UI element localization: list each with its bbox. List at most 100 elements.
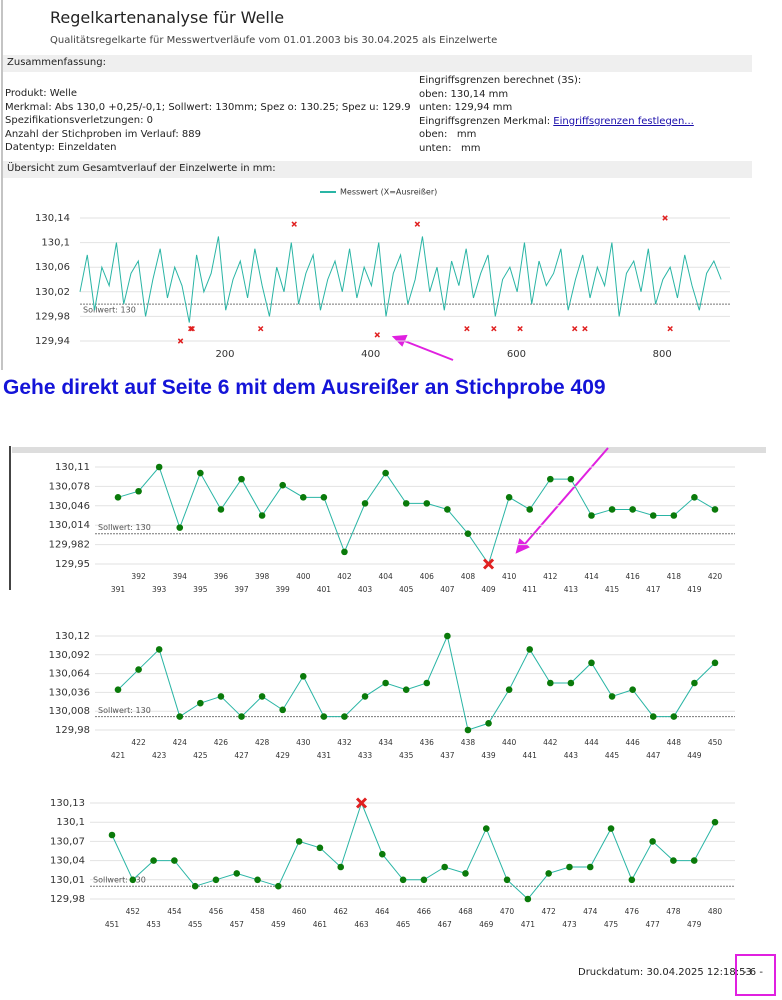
outlier-point — [491, 325, 497, 332]
point — [320, 713, 328, 720]
x-tick-label: 439 — [481, 751, 496, 760]
y-tick-label: 129,98 — [50, 894, 85, 905]
x-tick-label: 431 — [317, 751, 332, 760]
point — [423, 679, 431, 687]
point — [545, 870, 552, 877]
cross-stroke — [188, 325, 194, 332]
y-tick-label: 130,01 — [50, 875, 85, 886]
x-tick-label: 429 — [276, 751, 291, 760]
x-tick-label: 426 — [214, 738, 229, 747]
legend-label: Messwert (X=Ausreißer) — [340, 188, 437, 197]
point — [485, 719, 492, 727]
summary-line: Spezifikationsverletzungen: 0 — [5, 115, 153, 126]
x-tick-label: 473 — [562, 920, 577, 929]
point — [135, 666, 142, 673]
x-tick-label: 475 — [604, 920, 619, 929]
x-tick-label: 409 — [481, 585, 496, 594]
page-bar — [12, 447, 766, 453]
point — [212, 876, 220, 884]
y-tick-label: 130,064 — [49, 669, 90, 680]
x-tick-label: 474 — [583, 907, 598, 916]
summary-right: Eingriffsgrenzen berechnet (3S): oben: 13… — [419, 74, 694, 155]
point — [320, 494, 328, 501]
point — [337, 863, 345, 871]
point — [629, 506, 636, 513]
cross-stroke — [355, 797, 368, 809]
point — [382, 679, 389, 687]
point — [711, 659, 719, 667]
y-tick-label: 130,046 — [49, 501, 90, 512]
point — [608, 506, 616, 513]
summary-line: Anzahl der Stichproben im Verlauf: 889 — [5, 128, 201, 140]
cross-stroke — [662, 215, 668, 221]
series-line — [117, 634, 716, 731]
point — [588, 512, 595, 519]
point — [238, 475, 245, 483]
x-tick-label: 467 — [438, 920, 453, 929]
outlier-point — [291, 221, 297, 227]
point — [423, 500, 431, 507]
outlier-point — [414, 221, 421, 227]
setpoint-label: Sollwert: 130 — [83, 306, 136, 315]
point — [379, 850, 386, 858]
x-tick-label: 441 — [523, 751, 538, 760]
point — [628, 876, 636, 884]
cross-stroke — [667, 325, 673, 332]
x-tick-label: 397 — [234, 585, 249, 594]
x-tick-label: 417 — [646, 585, 661, 594]
x-tick-label: 470 — [500, 907, 515, 916]
x-tick-label: 416 — [625, 572, 640, 581]
x-tick-label: 408 — [461, 572, 476, 581]
link[interactable]: Eingriffsgrenzen festlegen... — [553, 115, 694, 127]
x-tick-label: 480 — [708, 907, 723, 916]
x-tick-label: 414 — [584, 572, 599, 581]
summary-line: Eingriffsgrenzen Merkmal: Eingriffsgrenz… — [419, 115, 694, 127]
x-tick-label: 479 — [687, 920, 702, 929]
point — [505, 494, 513, 501]
point — [114, 686, 122, 694]
x-tick-label: 430 — [296, 738, 311, 747]
point — [361, 693, 369, 700]
x-tick-label: 459 — [271, 920, 286, 929]
x-tick-label: 424 — [173, 738, 188, 747]
x-tick-label: 451 — [105, 920, 120, 929]
point — [526, 646, 534, 653]
x-tick-label: 432 — [337, 738, 352, 747]
summary-line: Merkmal: Abs 130,0 +0,25/-0,1; Sollwert:… — [5, 101, 411, 113]
y-tick-label: 130,07 — [50, 836, 85, 847]
point — [382, 469, 389, 477]
point — [129, 876, 137, 884]
y-tick-label: 129,94 — [35, 336, 70, 347]
x-tick-label: 200 — [215, 349, 234, 360]
x-tick-label: 407 — [440, 585, 455, 594]
x-tick-label: 423 — [152, 751, 167, 760]
point — [258, 693, 266, 700]
point — [670, 512, 678, 519]
point — [586, 863, 594, 871]
y-tick-label: 130,12 — [55, 631, 90, 642]
x-tick-label: 422 — [131, 738, 146, 747]
summary-line: Datentyp: Einzeldaten — [5, 142, 117, 153]
x-tick-label: 469 — [479, 920, 494, 929]
outlier-point — [517, 325, 523, 332]
cross-stroke — [414, 221, 421, 227]
page-number: - 6 - — [743, 967, 763, 978]
x-tick-label: 445 — [605, 751, 620, 760]
section-heading: Zusammenfassung: — [3, 55, 752, 72]
x-tick-label: 436 — [420, 738, 435, 747]
point — [482, 825, 490, 832]
point — [691, 494, 698, 501]
point — [197, 699, 204, 707]
x-tick-label: 433 — [358, 751, 373, 760]
x-tick-label: 437 — [440, 751, 455, 760]
point — [150, 857, 157, 864]
point — [402, 500, 410, 507]
setpoint-label: Sollwert: 130 — [93, 876, 146, 885]
x-tick-label: 465 — [396, 920, 411, 929]
point — [444, 506, 451, 513]
x-tick-label: 478 — [666, 907, 681, 916]
point — [566, 863, 573, 871]
outlier-point — [355, 797, 368, 809]
point — [547, 475, 554, 483]
